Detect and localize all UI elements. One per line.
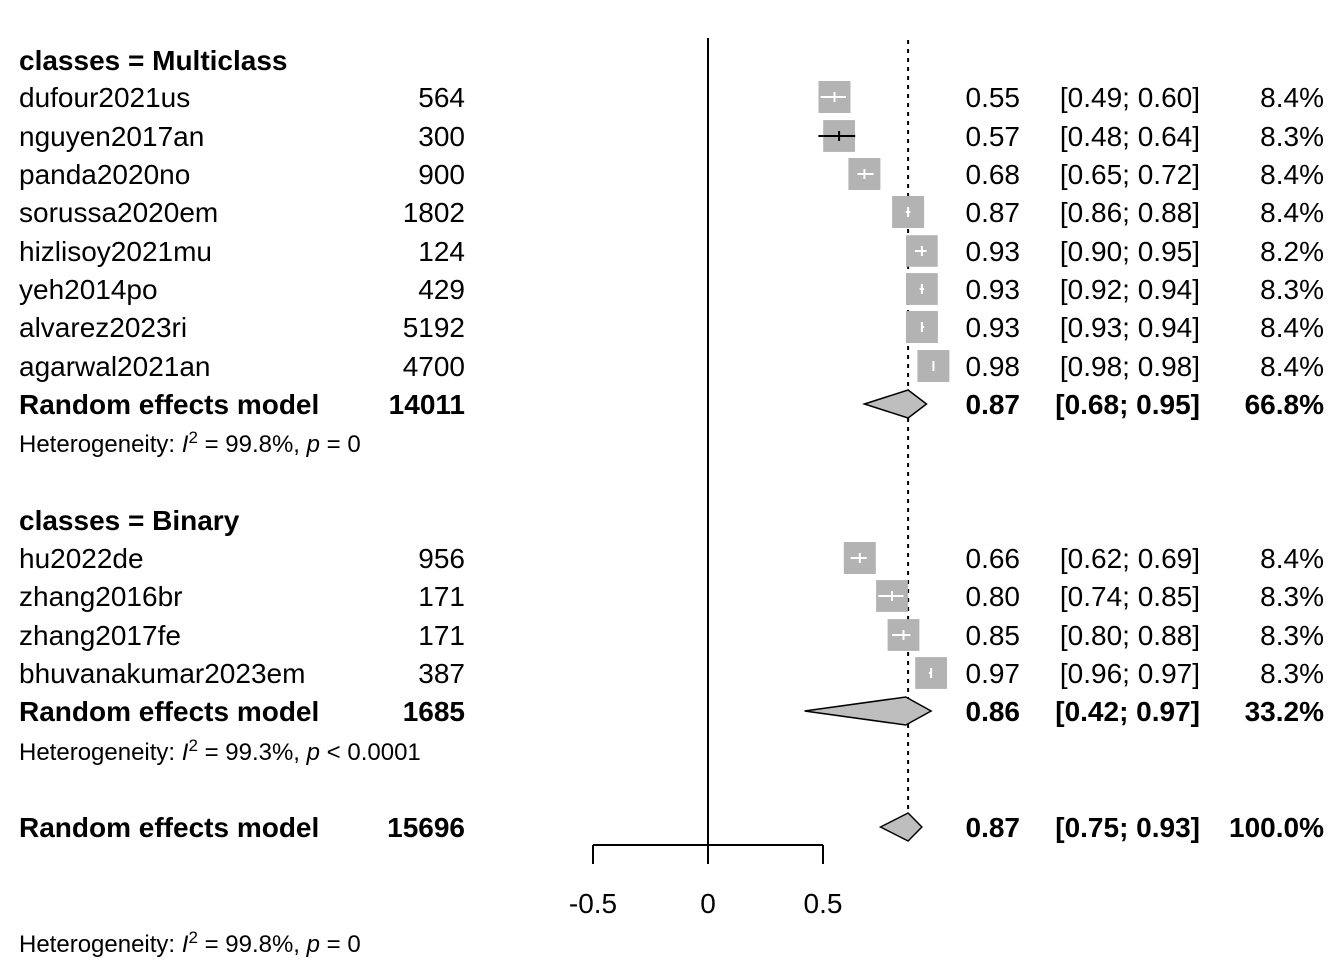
study-label: yeh2014po xyxy=(19,274,158,305)
study-estimate: 0.57 xyxy=(966,121,1021,152)
study-weight: 8.3% xyxy=(1260,581,1324,612)
study-weight: 8.3% xyxy=(1260,274,1324,305)
study-n: 171 xyxy=(418,620,465,651)
study-label: sorussa2020em xyxy=(19,197,218,228)
study-weight: 8.3% xyxy=(1260,658,1324,689)
overall-diamond xyxy=(878,812,923,842)
study-estimate: 0.80 xyxy=(966,581,1021,612)
subgroup-title: classes = Binary xyxy=(19,505,240,536)
subgroup-heterogeneity: Heterogeneity: I2 = 99.3%, p < 0.0001 xyxy=(19,736,421,767)
study-weight: 8.4% xyxy=(1260,351,1324,382)
study-label: panda2020no xyxy=(19,159,190,190)
study-ci: [0.86; 0.88] xyxy=(1060,197,1200,228)
study-estimate: 0.66 xyxy=(966,543,1021,574)
study-n: 1802 xyxy=(403,197,465,228)
study-weight: 8.4% xyxy=(1260,82,1324,113)
study-estimate: 0.93 xyxy=(966,312,1021,343)
study-weight: 8.3% xyxy=(1260,121,1324,152)
study-label: agarwal2021an xyxy=(19,351,211,382)
study-label: zhang2017fe xyxy=(19,620,181,651)
study-label: alvarez2023ri xyxy=(19,312,187,343)
study-estimate: 0.98 xyxy=(966,351,1021,382)
study-estimate: 0.68 xyxy=(966,159,1021,190)
overall-re-label: Random effects model xyxy=(19,812,319,843)
subgroup-re-weight: 33.2% xyxy=(1245,696,1324,727)
overall-heterogeneity: Heterogeneity: I2 = 99.8%, p = 0 xyxy=(19,928,361,959)
study-label: hizlisoy2021mu xyxy=(19,236,212,267)
subgroup-re-ci: [0.68; 0.95] xyxy=(1055,389,1200,420)
study-n: 4700 xyxy=(403,351,465,382)
overall-re-weight: 100.0% xyxy=(1229,812,1324,843)
study-n: 387 xyxy=(418,658,465,689)
subgroup-re-n: 1685 xyxy=(403,696,465,727)
x-tick-label: -0.5 xyxy=(569,888,617,919)
study-ci: [0.90; 0.95] xyxy=(1060,236,1200,267)
subgroup-re-estimate: 0.87 xyxy=(966,389,1021,420)
study-n: 124 xyxy=(418,236,465,267)
study-weight: 8.3% xyxy=(1260,620,1324,651)
study-n: 564 xyxy=(418,82,465,113)
study-estimate: 0.97 xyxy=(966,658,1021,689)
study-estimate: 0.93 xyxy=(966,236,1021,267)
study-n: 900 xyxy=(418,159,465,190)
subgroup-re-ci: [0.42; 0.97] xyxy=(1055,696,1200,727)
overall-re-estimate: 0.87 xyxy=(966,812,1021,843)
overall-re-ci: [0.75; 0.93] xyxy=(1055,812,1200,843)
subgroup-re-n: 14011 xyxy=(389,389,465,420)
study-estimate: 0.85 xyxy=(966,620,1021,651)
study-estimate: 0.55 xyxy=(966,82,1021,113)
study-label: bhuvanakumar2023em xyxy=(19,658,305,689)
study-ci: [0.65; 0.72] xyxy=(1060,159,1200,190)
study-label: nguyen2017an xyxy=(19,121,204,152)
study-ci: [0.80; 0.88] xyxy=(1060,620,1200,651)
study-n: 956 xyxy=(418,543,465,574)
study-weight: 8.4% xyxy=(1260,159,1324,190)
study-estimate: 0.87 xyxy=(966,197,1021,228)
subgroup-re-estimate: 0.86 xyxy=(966,696,1021,727)
study-ci: [0.74; 0.85] xyxy=(1060,581,1200,612)
study-n: 429 xyxy=(418,274,465,305)
x-tick-label: 0 xyxy=(700,888,716,919)
study-label: zhang2016br xyxy=(19,581,182,612)
study-n: 171 xyxy=(418,581,465,612)
study-ci: [0.93; 0.94] xyxy=(1060,312,1200,343)
study-ci: [0.48; 0.64] xyxy=(1060,121,1200,152)
study-weight: 8.4% xyxy=(1260,312,1324,343)
study-label: hu2022de xyxy=(19,543,144,574)
subgroup-re-label: Random effects model xyxy=(19,389,319,420)
x-tick-label: 0.5 xyxy=(804,888,843,919)
subgroup-re-weight: 66.8% xyxy=(1245,389,1324,420)
subgroup-title: classes = Multiclass xyxy=(19,45,288,76)
overall-re-n: 15696 xyxy=(387,812,465,843)
subgroup-diamond xyxy=(804,696,933,726)
study-ci: [0.92; 0.94] xyxy=(1060,274,1200,305)
subgroup-diamond xyxy=(861,389,928,419)
study-label: dufour2021us xyxy=(19,82,190,113)
study-weight: 8.2% xyxy=(1260,236,1324,267)
subgroup-re-label: Random effects model xyxy=(19,696,319,727)
study-n: 5192 xyxy=(403,312,465,343)
study-estimate: 0.93 xyxy=(966,274,1021,305)
study-weight: 8.4% xyxy=(1260,543,1324,574)
study-n: 300 xyxy=(418,121,465,152)
study-ci: [0.62; 0.69] xyxy=(1060,543,1200,574)
subgroup-heterogeneity: Heterogeneity: I2 = 99.8%, p = 0 xyxy=(19,428,361,459)
study-ci: [0.96; 0.97] xyxy=(1060,658,1200,689)
study-ci: [0.98; 0.98] xyxy=(1060,351,1200,382)
study-ci: [0.49; 0.60] xyxy=(1060,82,1200,113)
study-weight: 8.4% xyxy=(1260,197,1324,228)
